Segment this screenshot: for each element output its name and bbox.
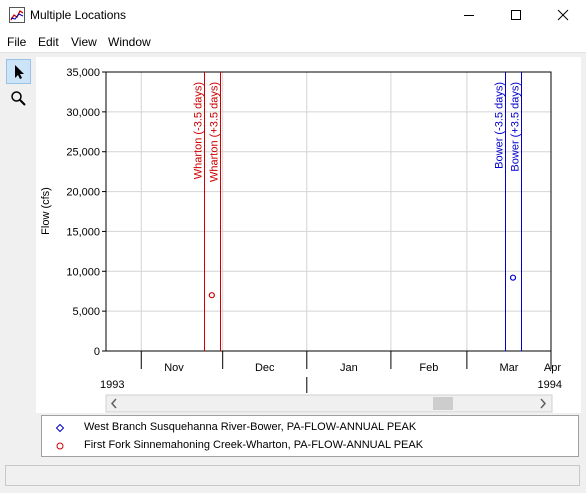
red-circle-marker-icon xyxy=(56,442,64,450)
month-label: Mar xyxy=(499,362,518,374)
plot-area-frame xyxy=(105,71,552,352)
marker-label: Bower (+3.5 days) xyxy=(510,82,522,172)
marker-label: Wharton (-3.5 days) xyxy=(193,82,205,179)
legend-label-wharton: First Fork Sinnemahoning Creek-Wharton, … xyxy=(84,439,424,451)
data-point xyxy=(208,292,215,299)
year-label: 1993 xyxy=(100,379,124,391)
chart-app-icon xyxy=(9,7,25,23)
month-label: Apr xyxy=(544,362,561,374)
scroll-left-button[interactable] xyxy=(110,398,117,409)
minimize-button[interactable] xyxy=(446,0,492,31)
month-label: Dec xyxy=(255,362,275,374)
y-axis-label: Flow (cfs) xyxy=(40,187,52,235)
menu-bar: File Edit View Window xyxy=(0,31,586,53)
y-tick-label: 20,000 xyxy=(66,187,100,199)
y-tick-label: 15,000 xyxy=(66,226,100,238)
y-tick-label: 25,000 xyxy=(66,147,100,159)
marker-label: Bower (-3.5 days) xyxy=(494,82,506,169)
zoom-tool-button[interactable] xyxy=(6,86,31,111)
y-tick-label: 0 xyxy=(94,346,100,358)
menu-window[interactable]: Window xyxy=(108,35,151,49)
title-bar: Multiple Locations xyxy=(0,0,586,31)
window-title: Multiple Locations xyxy=(30,8,127,22)
marker-label: Wharton (+3.5 days) xyxy=(209,82,221,182)
year-label: 1994 xyxy=(538,379,562,391)
arrow-pointer-icon xyxy=(15,65,24,79)
pointer-tool-button[interactable] xyxy=(6,59,31,84)
horizontal-scrollbar[interactable] xyxy=(105,394,553,413)
legend: West Branch Susquehanna River-Bower, PA-… xyxy=(41,415,579,457)
chevron-left-icon xyxy=(110,398,117,409)
month-label: Jan xyxy=(340,362,358,374)
status-bar xyxy=(5,465,580,486)
close-icon xyxy=(557,9,569,21)
menu-view[interactable]: View xyxy=(71,35,97,49)
month-label: Feb xyxy=(419,362,438,374)
menu-edit[interactable]: Edit xyxy=(38,35,59,49)
maximize-button[interactable] xyxy=(493,0,539,31)
minimize-icon xyxy=(464,15,474,16)
magnifier-icon xyxy=(11,91,26,106)
month-label: Nov xyxy=(164,362,184,374)
blue-diamond-marker-icon xyxy=(55,423,65,433)
y-tick-label: 30,000 xyxy=(66,107,100,119)
close-button[interactable] xyxy=(540,0,586,31)
y-tick-label: 35,000 xyxy=(66,67,100,79)
legend-label-bower: West Branch Susquehanna River-Bower, PA-… xyxy=(84,421,417,433)
scroll-right-button[interactable] xyxy=(540,398,547,409)
y-tick-label: 10,000 xyxy=(66,266,100,278)
chevron-right-icon xyxy=(540,398,547,409)
y-tick-label: 5,000 xyxy=(72,306,100,318)
scroll-thumb[interactable] xyxy=(433,397,453,410)
menu-file[interactable]: File xyxy=(7,35,27,49)
plot-panel: Wharton (-3.5 days) Wharton (+3.5 days) Bo… xyxy=(36,57,581,413)
maximize-icon xyxy=(511,10,521,20)
data-point xyxy=(509,274,517,281)
flow-chart[interactable]: Wharton (-3.5 days) Wharton (+3.5 days) Bo… xyxy=(36,57,581,413)
